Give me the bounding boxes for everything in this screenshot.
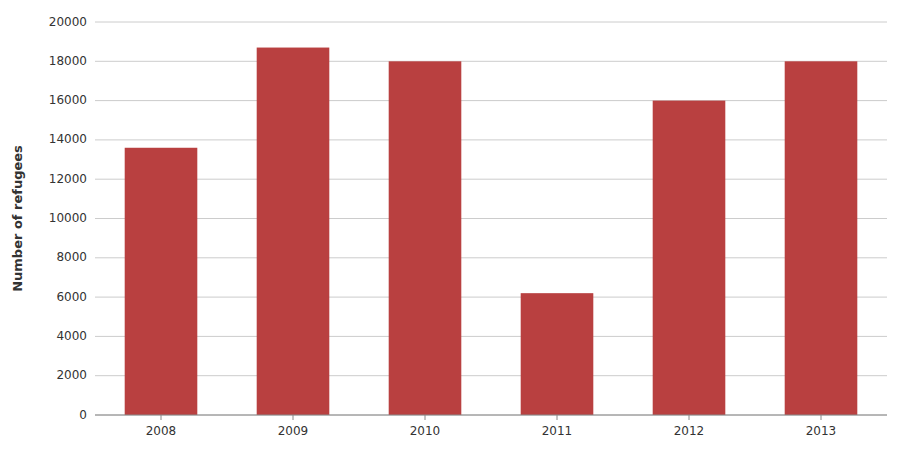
grid-line xyxy=(95,179,887,180)
y-tick-label: 8000 xyxy=(56,250,87,264)
y-tick-label: 6000 xyxy=(56,290,87,304)
bars xyxy=(125,48,858,415)
grid-line xyxy=(95,336,887,337)
x-tick xyxy=(557,415,558,420)
grid-line xyxy=(95,257,887,258)
y-tick-label: 12000 xyxy=(49,172,87,186)
x-tick xyxy=(821,415,822,420)
x-tick xyxy=(425,415,426,420)
y-tick-label: 14000 xyxy=(49,132,87,146)
x-tick xyxy=(689,415,690,420)
y-tick-label: 16000 xyxy=(49,93,87,107)
x-axis: 2008 2009 2010 2011 2012 2013 xyxy=(95,415,887,438)
x-tick-label: 2013 xyxy=(806,424,837,438)
x-tick-label: 2009 xyxy=(278,424,309,438)
x-axis-line xyxy=(95,415,887,416)
x-tick-label: 2012 xyxy=(674,424,705,438)
grid-line xyxy=(95,139,887,140)
y-tick-label: 0 xyxy=(79,408,87,422)
grid xyxy=(95,22,887,415)
y-tick-label: 20000 xyxy=(49,15,87,29)
x-tick xyxy=(161,415,162,420)
grid-line xyxy=(95,61,887,62)
x-tick-label: 2008 xyxy=(146,424,177,438)
bar xyxy=(125,148,198,415)
chart: 0 2000 4000 6000 8000 10000 12000 14000 16000 180… xyxy=(0,0,911,459)
bar xyxy=(521,293,594,415)
grid-line xyxy=(95,375,887,376)
x-tick-label: 2010 xyxy=(410,424,441,438)
x-tick-label: 2011 xyxy=(542,424,573,438)
grid-line xyxy=(95,415,887,416)
bar xyxy=(257,48,330,415)
bar xyxy=(653,101,726,415)
bar xyxy=(389,61,462,415)
chart-container: 0 2000 4000 6000 8000 10000 12000 14000 16000 180… xyxy=(0,0,911,459)
grid-line xyxy=(95,218,887,219)
y-tick-label: 10000 xyxy=(49,211,87,225)
y-axis-label: Number of refugees xyxy=(10,145,25,292)
grid-line xyxy=(95,100,887,101)
bar xyxy=(785,61,858,415)
x-tick xyxy=(293,415,294,420)
y-axis: 0 2000 4000 6000 8000 10000 12000 14000 16000 180… xyxy=(49,15,87,422)
y-tick-label: 2000 xyxy=(56,368,87,382)
y-tick-label: 4000 xyxy=(56,329,87,343)
y-tick-label: 18000 xyxy=(49,54,87,68)
grid-line xyxy=(95,297,887,298)
grid-line xyxy=(95,22,887,23)
